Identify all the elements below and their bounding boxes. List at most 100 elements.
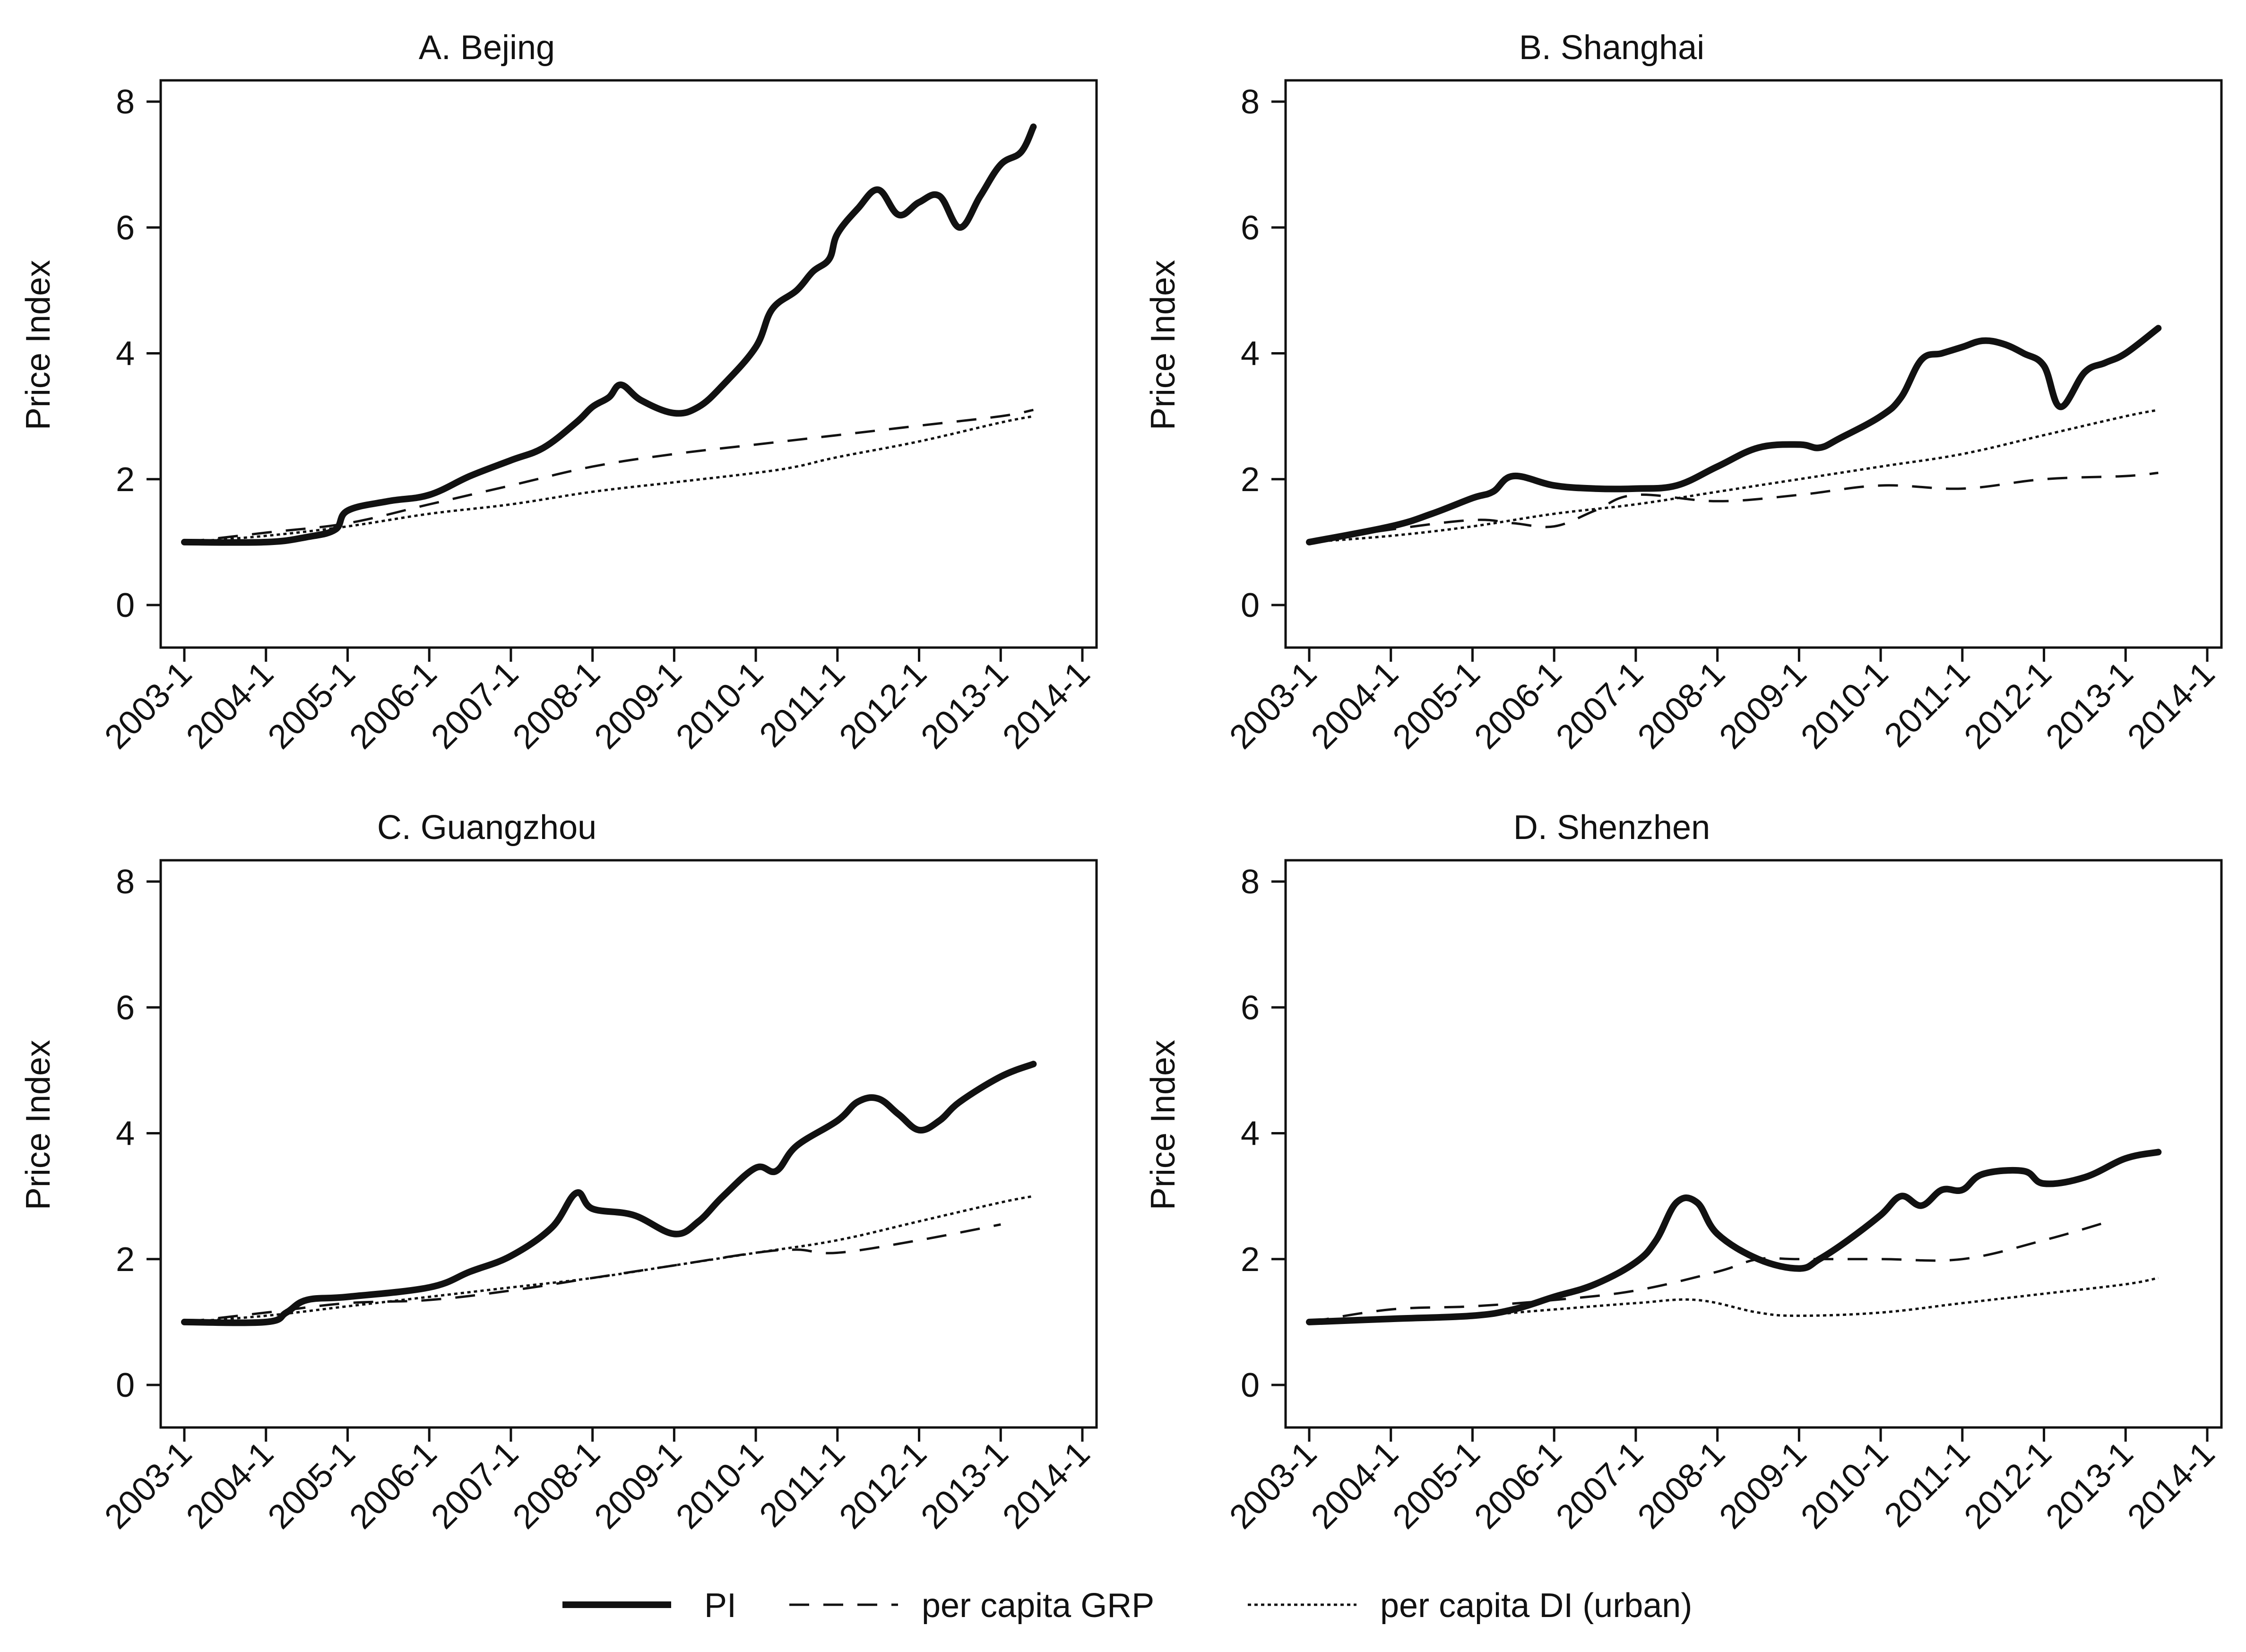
x-tick-label: 2012-1 xyxy=(1957,655,2059,756)
y-tick-label: 2 xyxy=(1241,461,1260,499)
x-tick-label: 2011-1 xyxy=(1877,1435,1977,1534)
x-tick-label: 2005-1 xyxy=(261,1435,363,1536)
x-tick-label: 2006-1 xyxy=(1467,1435,1569,1536)
panel-title: C. Guangzhou xyxy=(377,809,596,847)
x-tick-label: 2014-1 xyxy=(995,1435,1097,1536)
x-tick-label: 2013-1 xyxy=(2039,655,2140,756)
panel-shenzhen: D. Shenzhen Price Index 0 2 4 6 8 2003-12004-… xyxy=(1144,809,2223,1536)
y-tick-label: 6 xyxy=(1241,989,1260,1027)
y-tick-label: 8 xyxy=(1241,863,1260,901)
x-tick-label: 2003-1 xyxy=(1222,1435,1324,1536)
x-tick-label: 2005-1 xyxy=(1386,655,1487,756)
y-tick-label: 6 xyxy=(1241,209,1260,247)
series-lines xyxy=(1306,1149,2162,1325)
plot-frame xyxy=(159,859,1098,1429)
series-line-dashed xyxy=(184,1223,1001,1323)
y-axis-label: Price Index xyxy=(1144,260,1182,430)
legend-label-grp: per capita GRP xyxy=(922,1587,1154,1625)
x-tick-label: 2007-1 xyxy=(1549,1435,1650,1536)
axes: 0 2 4 6 8 2003-12004-12005-12006-12007-12008-… xyxy=(1222,83,2222,756)
x-tick-label: 2012-1 xyxy=(1957,1435,2059,1536)
x-tick-label: 2004-1 xyxy=(179,655,281,756)
x-tick-label: 2009-1 xyxy=(587,655,689,756)
y-axis-label: Price Index xyxy=(19,1040,57,1210)
x-tick-label: 2013-1 xyxy=(914,655,1015,756)
series-line-dotted xyxy=(1309,1277,2159,1323)
y-tick-label: 8 xyxy=(116,863,135,901)
series-line-dashed xyxy=(1309,1220,2110,1323)
y-tick-label: 2 xyxy=(116,461,135,499)
x-tick-label: 2013-1 xyxy=(914,1435,1015,1536)
x-tick-label: 2009-1 xyxy=(1712,655,1814,756)
x-tick-label: 2007-1 xyxy=(424,1435,526,1536)
y-tick-label: 2 xyxy=(1241,1241,1260,1279)
x-tick-label: 2003-1 xyxy=(97,655,199,756)
series-line-dotted xyxy=(184,1195,1034,1323)
plot-frame xyxy=(1284,859,2223,1429)
legend-label-pi: PI xyxy=(704,1587,736,1625)
panel-title: A. Bejing xyxy=(419,29,555,67)
x-tick-label: 2007-1 xyxy=(424,655,526,756)
panel-beijing: A. Bejing Price Index 024682003-12004-12… xyxy=(19,29,1098,756)
series-lines xyxy=(181,123,1037,546)
y-tick-label: 2 xyxy=(116,1241,135,1279)
y-tick-label: 4 xyxy=(1241,335,1260,373)
axes: 0 2 4 6 8 2003-12004-12005-12006-12007-12008-… xyxy=(97,83,1097,756)
x-tick-label: 2004-1 xyxy=(1304,1435,1406,1536)
x-tick-label: 2003-1 xyxy=(1222,655,1324,756)
series-lines xyxy=(1306,325,2162,545)
y-tick-label: 4 xyxy=(1241,1115,1260,1153)
y-tick-label: 4 xyxy=(116,335,135,373)
axes: 0 2 4 6 8 2003-12004-12005-12006-12007-12008-… xyxy=(1222,863,2222,1536)
series-line-solid xyxy=(1306,1149,2162,1325)
series-line-solid xyxy=(181,123,1037,546)
plot-frame xyxy=(1284,79,2223,649)
legend-label-di: per capita DI (urban) xyxy=(1380,1587,1692,1625)
panel-title: D. Shenzhen xyxy=(1513,809,1710,847)
x-tick-label: 2010-1 xyxy=(669,655,770,756)
y-tick-label: 0 xyxy=(116,1367,135,1404)
series-line-dashed xyxy=(1309,471,2159,544)
x-tick-label: 2004-1 xyxy=(179,1435,281,1536)
y-tick-label: 6 xyxy=(116,209,135,247)
x-tick-label: 2010-1 xyxy=(669,1435,770,1536)
panel-shanghai: B. Shanghai Price Index 0 2 4 6 8 2003-12004-… xyxy=(1144,29,2223,756)
y-tick-label: 8 xyxy=(1241,83,1260,121)
series-lines xyxy=(181,1061,1037,1326)
x-tick-label: 2012-1 xyxy=(832,655,934,756)
panel-title: B. Shanghai xyxy=(1519,29,1704,67)
x-tick-label: 2009-1 xyxy=(587,1435,689,1536)
plot-frame xyxy=(159,79,1098,649)
x-tick-label: 2008-1 xyxy=(1631,655,1732,756)
x-tick-label: 2008-1 xyxy=(506,1435,607,1536)
y-tick-label: 6 xyxy=(116,989,135,1027)
x-tick-label: 2010-1 xyxy=(1794,1435,1895,1536)
y-tick-label: 0 xyxy=(1241,1367,1260,1404)
x-tick-label: 2005-1 xyxy=(1386,1435,1487,1536)
x-tick-label: 2003-1 xyxy=(97,1435,199,1536)
x-tick-label: 2014-1 xyxy=(995,655,1097,756)
series-line-dashed xyxy=(184,408,1034,544)
y-tick-label: 0 xyxy=(116,587,135,624)
x-tick-label: 2006-1 xyxy=(342,655,444,756)
series-line-dotted xyxy=(184,415,1034,544)
x-tick-label: 2009-1 xyxy=(1712,1435,1814,1536)
y-axis-label: Price Index xyxy=(1144,1040,1182,1210)
y-axis-label: Price Index xyxy=(19,260,57,430)
y-tick-label: 4 xyxy=(116,1115,135,1153)
panel-guangzhou: C. Guangzhou Price Index 0 2 4 6 8 2003-12004… xyxy=(19,809,1098,1536)
y-tick-label: 0 xyxy=(1241,587,1260,624)
series-line-solid xyxy=(181,1061,1037,1326)
x-tick-label: 2006-1 xyxy=(1467,655,1569,756)
legend: PI per capita GRP per capita DI (urban) xyxy=(562,1587,1692,1625)
series-line-solid xyxy=(1306,325,2162,545)
x-tick-label: 2011-1 xyxy=(752,655,852,754)
x-tick-label: 2004-1 xyxy=(1304,655,1406,756)
x-tick-label: 2007-1 xyxy=(1549,655,1650,756)
axes: 0 2 4 6 8 2003-12004-12005-12006-12007-12008-… xyxy=(97,863,1097,1536)
x-tick-label: 2008-1 xyxy=(1631,1435,1732,1536)
x-tick-label: 2006-1 xyxy=(342,1435,444,1536)
x-tick-label: 2014-1 xyxy=(2120,655,2222,756)
x-tick-label: 2008-1 xyxy=(506,655,607,756)
